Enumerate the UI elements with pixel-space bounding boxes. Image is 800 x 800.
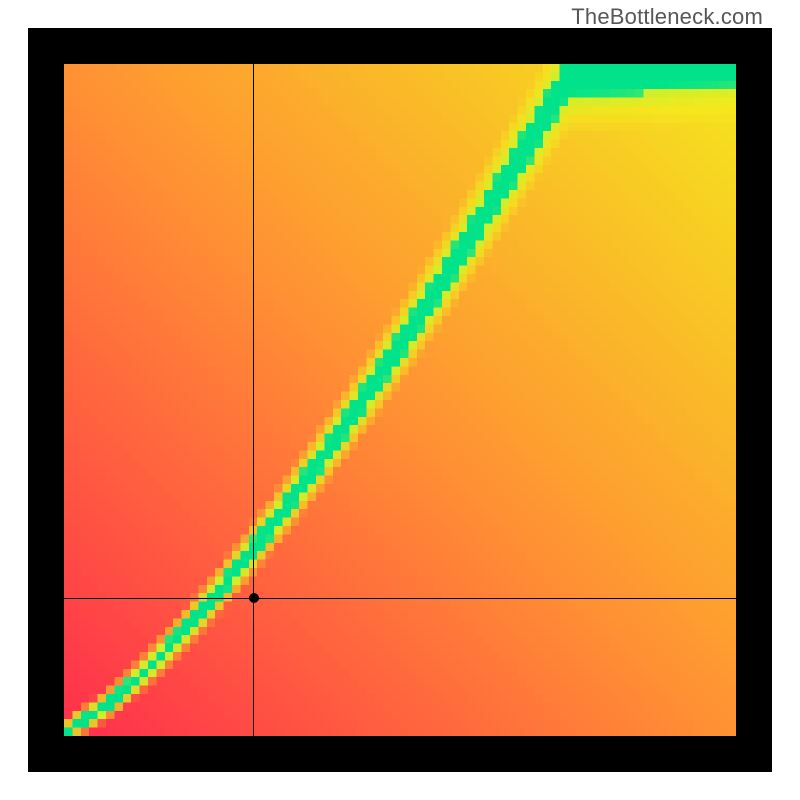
- crosshair-horizontal: [64, 598, 736, 599]
- watermark-text: TheBottleneck.com: [571, 4, 763, 30]
- bottleneck-heatmap: [64, 64, 736, 736]
- selection-marker: [249, 593, 259, 603]
- crosshair-vertical: [253, 64, 254, 736]
- figure-root: TheBottleneck.com: [0, 0, 800, 800]
